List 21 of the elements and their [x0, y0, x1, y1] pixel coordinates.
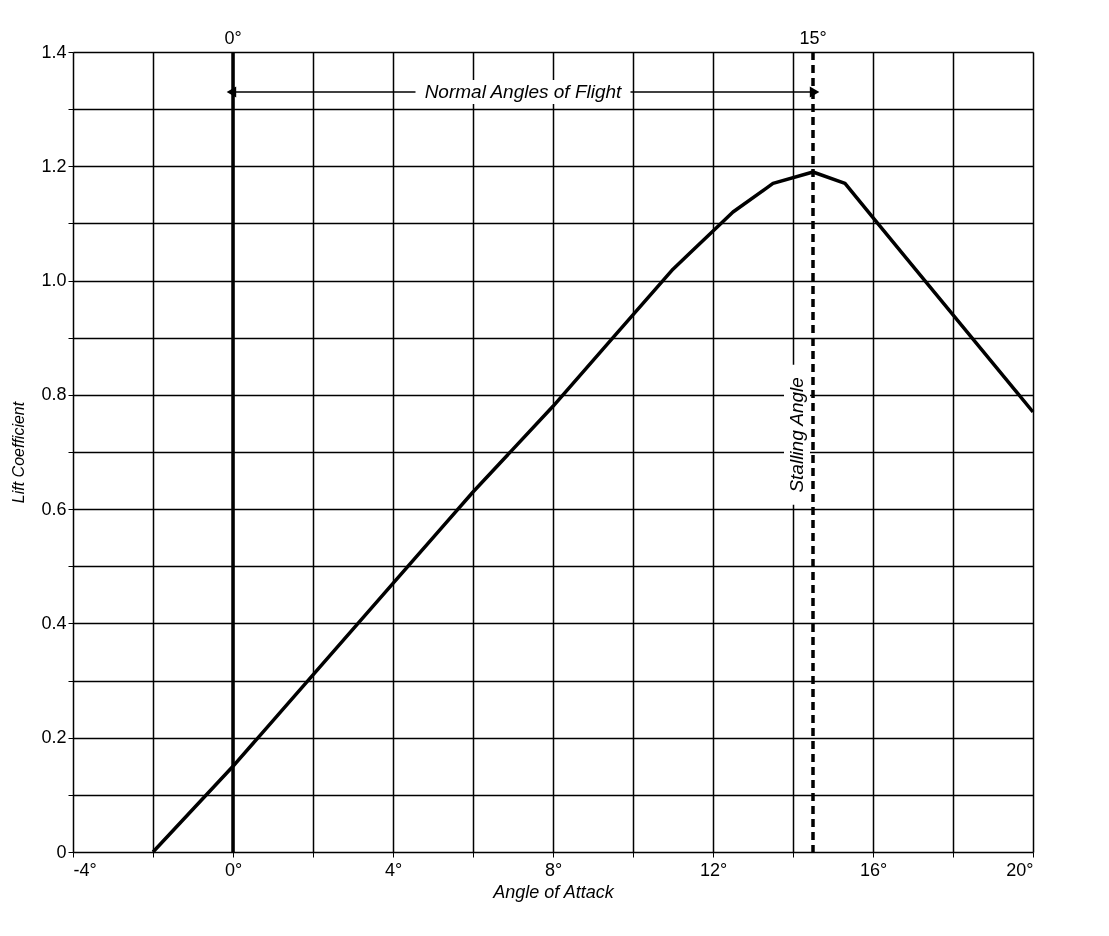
x-axis-title: Angle of Attack [492, 881, 615, 902]
x-tick-label: 0° [224, 859, 243, 880]
y-tick-label: 1.4 [41, 41, 67, 62]
y-tick-label: 0.8 [41, 384, 67, 405]
y-axis-title: Lift Coefficient [10, 401, 28, 504]
x-tick-label: -4° [73, 859, 97, 880]
ref-line-label: 0° [224, 28, 242, 48]
y-tick-label: 1.2 [41, 155, 67, 176]
y-tick-label: 0.2 [41, 727, 67, 748]
y-tick-label: 0 [56, 841, 67, 862]
annotation: Stalling Angle [786, 377, 807, 493]
y-tick-label: 1.0 [41, 270, 67, 291]
x-tick-label: 12° [699, 859, 728, 880]
x-tick-label: 4° [384, 859, 403, 880]
annotation: Normal Angles of Flight [424, 81, 623, 102]
x-tick-label: 16° [859, 859, 888, 880]
x-tick-label: 20° [1006, 859, 1034, 880]
ref-line-label: 15° [799, 28, 827, 48]
x-tick-label: 8° [544, 859, 563, 880]
y-tick-label: 0.4 [41, 612, 67, 633]
y-tick-label: 0.6 [41, 498, 67, 519]
